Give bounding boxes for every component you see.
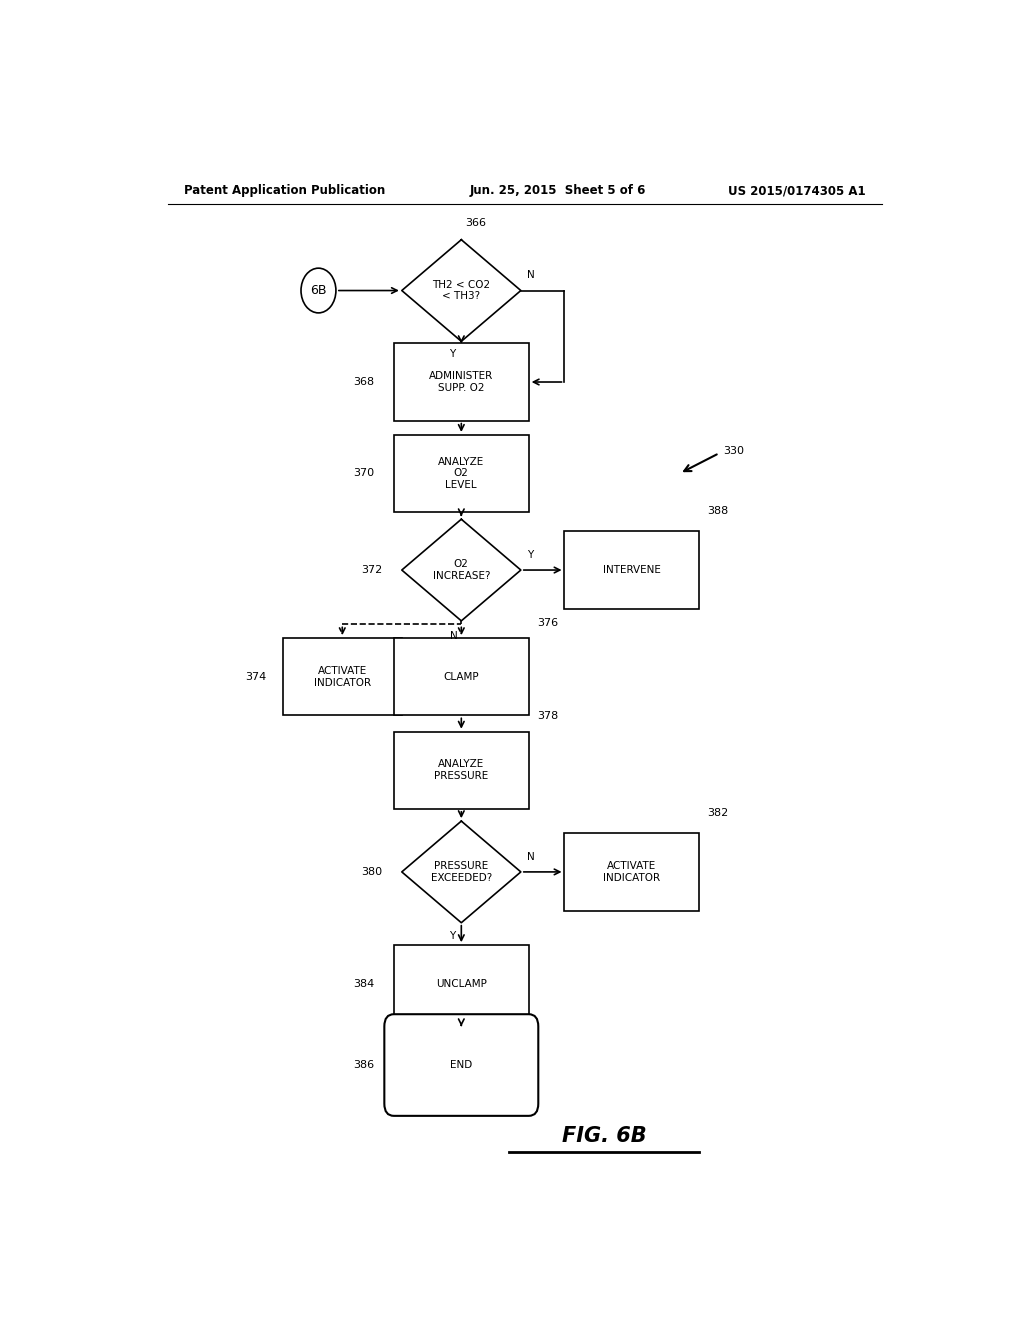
Polygon shape bbox=[401, 821, 521, 923]
Bar bbox=[564, 833, 699, 911]
Text: CLAMP: CLAMP bbox=[443, 672, 479, 681]
Text: 382: 382 bbox=[708, 808, 729, 818]
Text: 370: 370 bbox=[353, 469, 374, 478]
Bar bbox=[394, 638, 528, 715]
Text: 6B: 6B bbox=[310, 284, 327, 297]
Polygon shape bbox=[401, 519, 521, 620]
Text: ACTIVATE
INDICATOR: ACTIVATE INDICATOR bbox=[603, 861, 660, 883]
Text: 330: 330 bbox=[723, 446, 744, 457]
Text: 386: 386 bbox=[353, 1060, 374, 1071]
Polygon shape bbox=[401, 240, 521, 342]
Text: 378: 378 bbox=[537, 711, 558, 722]
Circle shape bbox=[301, 268, 336, 313]
Text: 374: 374 bbox=[246, 672, 267, 681]
Text: PRESSURE
EXCEEDED?: PRESSURE EXCEEDED? bbox=[431, 861, 492, 883]
Text: Y: Y bbox=[527, 550, 534, 560]
Text: 388: 388 bbox=[708, 506, 729, 516]
Text: Y: Y bbox=[449, 350, 455, 359]
Text: ANALYZE
O2
LEVEL: ANALYZE O2 LEVEL bbox=[438, 457, 484, 490]
Text: US 2015/0174305 A1: US 2015/0174305 A1 bbox=[728, 185, 866, 198]
Text: Y: Y bbox=[449, 931, 455, 941]
Text: N: N bbox=[450, 631, 458, 642]
Bar bbox=[283, 638, 401, 715]
Text: END: END bbox=[451, 1060, 472, 1071]
FancyBboxPatch shape bbox=[384, 1014, 539, 1115]
Text: FIG. 6B: FIG. 6B bbox=[562, 1126, 646, 1146]
Text: 376: 376 bbox=[537, 618, 558, 628]
Text: 384: 384 bbox=[352, 978, 374, 989]
Text: O2
INCREASE?: O2 INCREASE? bbox=[432, 560, 490, 581]
Bar bbox=[394, 945, 528, 1022]
Text: TH2 < CO2
< TH3?: TH2 < CO2 < TH3? bbox=[432, 280, 490, 301]
Text: ANALYZE
PRESSURE: ANALYZE PRESSURE bbox=[434, 759, 488, 781]
Text: 368: 368 bbox=[353, 378, 374, 387]
Text: Jun. 25, 2015  Sheet 5 of 6: Jun. 25, 2015 Sheet 5 of 6 bbox=[469, 185, 645, 198]
Bar bbox=[564, 532, 699, 609]
Bar bbox=[394, 343, 528, 421]
Text: 380: 380 bbox=[360, 867, 382, 876]
Text: 372: 372 bbox=[360, 565, 382, 576]
Text: INTERVENE: INTERVENE bbox=[603, 565, 660, 576]
Text: 366: 366 bbox=[465, 218, 486, 227]
Text: Patent Application Publication: Patent Application Publication bbox=[183, 185, 385, 198]
Text: N: N bbox=[527, 271, 535, 280]
Text: N: N bbox=[527, 851, 535, 862]
Text: ACTIVATE
INDICATOR: ACTIVATE INDICATOR bbox=[313, 667, 371, 688]
Text: UNCLAMP: UNCLAMP bbox=[436, 978, 486, 989]
Bar bbox=[394, 434, 528, 512]
Bar bbox=[394, 731, 528, 809]
Text: ADMINISTER
SUPP. O2: ADMINISTER SUPP. O2 bbox=[429, 371, 494, 393]
